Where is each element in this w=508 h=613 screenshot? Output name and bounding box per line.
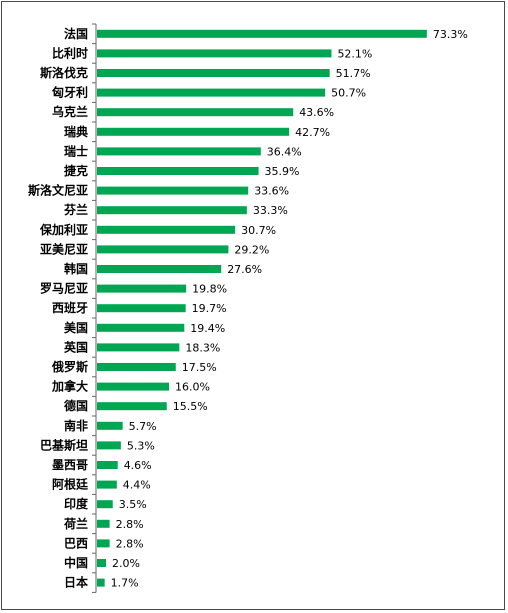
bar xyxy=(97,559,106,567)
category-label: 瑞士 xyxy=(64,143,88,158)
category-label: 南非 xyxy=(64,418,88,433)
category-label: 亚美尼亚 xyxy=(40,241,88,256)
bar xyxy=(97,402,167,411)
value-label: 27.6% xyxy=(227,263,262,276)
category-label: 印度 xyxy=(64,496,89,511)
bar xyxy=(97,88,326,97)
value-label: 19.7% xyxy=(192,302,227,315)
bar xyxy=(97,480,117,489)
category-label: 西班牙 xyxy=(52,300,88,315)
value-label: 18.3% xyxy=(185,341,220,354)
bar xyxy=(97,461,118,469)
bar xyxy=(97,421,123,430)
value-label: 2.8% xyxy=(116,518,144,531)
category-label: 阿根廷 xyxy=(52,477,89,492)
bar xyxy=(97,147,261,156)
value-label: 51.7% xyxy=(336,67,371,80)
bar xyxy=(97,343,180,352)
value-label: 29.2% xyxy=(234,243,269,256)
category-label: 美国 xyxy=(64,320,88,335)
value-label: 42.7% xyxy=(295,126,330,139)
bar xyxy=(97,500,113,509)
category-label: 加拿大 xyxy=(51,379,88,394)
bar xyxy=(97,108,294,117)
bar xyxy=(97,363,176,371)
category-label: 法国 xyxy=(64,26,88,41)
value-label: 17.5% xyxy=(182,361,217,374)
bar xyxy=(97,539,110,548)
value-label: 2.8% xyxy=(116,537,144,550)
bar xyxy=(97,578,105,587)
category-label: 韩国 xyxy=(64,261,88,276)
value-label: 19.8% xyxy=(192,283,227,296)
bar xyxy=(97,49,332,58)
value-label: 33.3% xyxy=(253,204,288,217)
value-label: 3.5% xyxy=(119,498,147,511)
value-label: 1.7% xyxy=(111,577,139,590)
category-label: 瑞典 xyxy=(64,124,88,139)
value-label: 33.6% xyxy=(254,185,289,198)
value-label: 19.4% xyxy=(190,322,225,335)
bar xyxy=(97,167,259,175)
category-label: 比利时 xyxy=(52,45,88,60)
category-label: 英国 xyxy=(64,339,88,354)
category-label: 中国 xyxy=(64,555,88,570)
category-label: 斯洛伐克 xyxy=(40,65,88,80)
category-label: 俄罗斯 xyxy=(51,359,88,374)
bar xyxy=(97,225,236,234)
bar xyxy=(97,441,121,450)
value-label: 36.4% xyxy=(267,145,302,158)
category-label: 捷克 xyxy=(64,163,88,178)
category-label: 巴基斯坦 xyxy=(40,437,88,452)
bar xyxy=(97,69,330,77)
category-label: 罗马尼亚 xyxy=(40,281,88,296)
value-label: 43.6% xyxy=(299,106,334,119)
value-label: 52.1% xyxy=(337,47,372,60)
category-label: 荷兰 xyxy=(63,516,88,531)
value-label: 30.7% xyxy=(241,224,276,237)
bar xyxy=(97,519,110,528)
bar xyxy=(97,304,186,313)
category-label: 墨西哥 xyxy=(52,458,88,472)
category-label: 匈牙利 xyxy=(51,85,88,100)
value-label: 5.7% xyxy=(129,420,157,433)
value-label: 4.6% xyxy=(124,459,152,472)
bar xyxy=(97,245,229,254)
category-label: 巴西 xyxy=(64,536,88,550)
value-label: 15.5% xyxy=(173,400,208,413)
category-label: 芬兰 xyxy=(63,202,88,217)
value-label: 5.3% xyxy=(127,439,155,452)
bar xyxy=(97,29,427,38)
value-label: 4.4% xyxy=(123,479,151,492)
bar xyxy=(97,265,222,273)
value-label: 50.7% xyxy=(331,87,366,100)
value-label: 16.0% xyxy=(175,381,210,394)
bar xyxy=(97,206,247,215)
category-label: 保加利亚 xyxy=(39,222,88,237)
category-label: 斯洛文尼亚 xyxy=(28,183,88,198)
bar xyxy=(97,382,169,391)
value-label: 35.9% xyxy=(265,165,300,178)
category-label: 乌克兰 xyxy=(52,104,88,119)
bar xyxy=(97,284,187,293)
category-label: 日本 xyxy=(64,575,88,590)
bar xyxy=(97,186,249,195)
value-label: 2.0% xyxy=(112,557,140,570)
bar xyxy=(97,323,185,332)
category-label: 德国 xyxy=(64,398,88,413)
bar xyxy=(97,127,290,136)
value-label: 73.3% xyxy=(433,28,468,41)
